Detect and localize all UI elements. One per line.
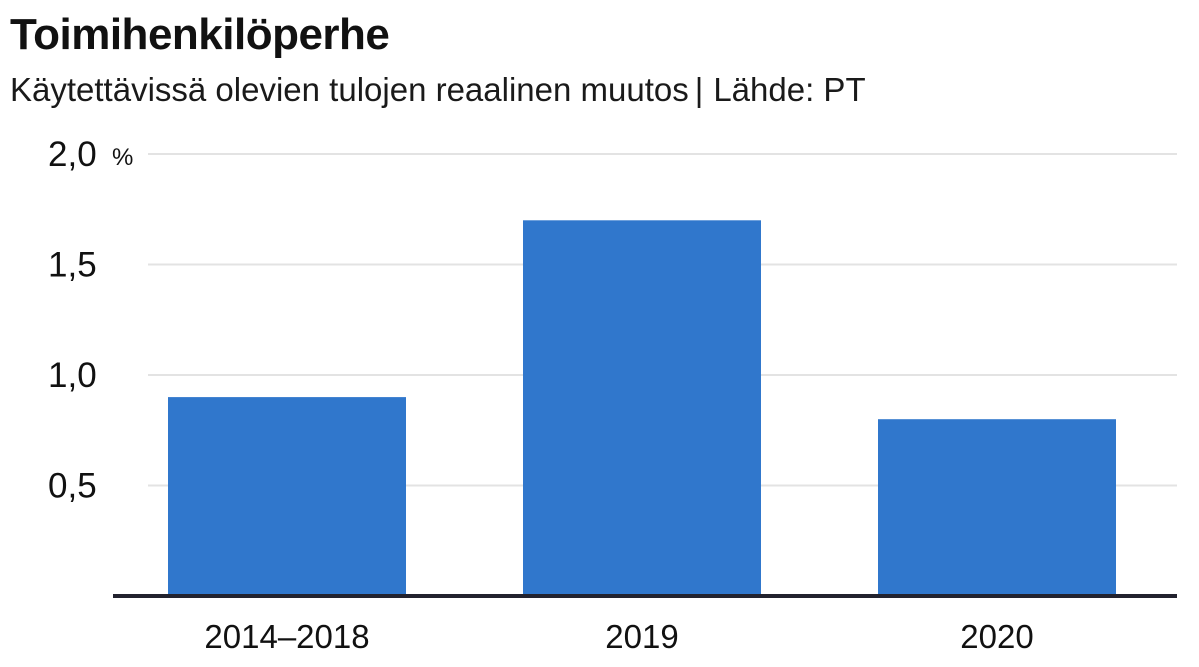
y-unit-label: % xyxy=(112,144,133,171)
subtitle-separator: | xyxy=(694,71,704,108)
bar xyxy=(523,220,761,597)
x-tick-label: 2020 xyxy=(960,618,1033,655)
y-tick-label: 1,5 xyxy=(48,246,97,285)
subtitle-text: Käytettävissä olevien tulojen reaalinen … xyxy=(10,71,689,108)
y-axis-labels: 0,5 1,0 1,5 2,0% xyxy=(48,135,133,506)
x-tick-label: 2019 xyxy=(605,618,678,655)
bars xyxy=(168,220,1116,597)
x-tick-label: 2014–2018 xyxy=(204,618,369,655)
y-tick-label: 0,5 xyxy=(48,467,97,506)
bar xyxy=(878,419,1116,596)
source-text: Lähde: PT xyxy=(713,71,866,108)
y-tick-label: 2,0 xyxy=(48,135,97,174)
bar xyxy=(168,397,406,596)
y-tick-label: 1,0 xyxy=(48,356,97,395)
chart-subtitle: Käytettävissä olevien tulojen reaalinen … xyxy=(10,68,866,112)
x-axis-labels: 2014–2018 2019 2020 xyxy=(204,618,1033,655)
chart-title: Toimihenkilöperhe xyxy=(10,10,390,59)
